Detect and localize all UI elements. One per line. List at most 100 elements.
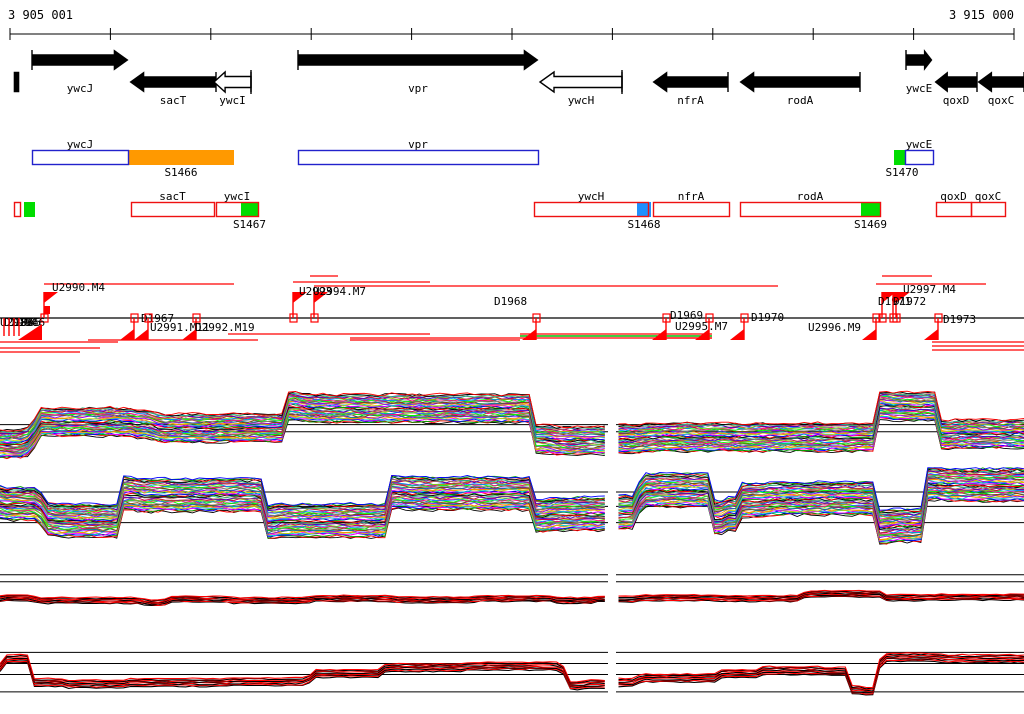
gene-arrow[interactable] bbox=[934, 71, 978, 93]
site-label: S1469 bbox=[854, 218, 887, 231]
plot-trace bbox=[618, 405, 1024, 442]
transcript-feature-track[interactable]: U2990.M4D1967U2991.M11D2992.M19U2993U299… bbox=[0, 272, 1024, 354]
gene-arrow[interactable] bbox=[129, 71, 217, 93]
plot-trace bbox=[0, 398, 605, 441]
cds-track-forward[interactable]: ywcJ vpr ywcE S1466 S1470 bbox=[0, 138, 1024, 186]
plot-trace bbox=[618, 654, 1024, 691]
plot-trace bbox=[0, 657, 605, 686]
feature-anchor[interactable] bbox=[740, 313, 749, 323]
cds-box[interactable] bbox=[739, 201, 882, 218]
feature-anchor[interactable] bbox=[310, 313, 319, 323]
feature-flag[interactable] bbox=[695, 329, 709, 340]
cds-box[interactable] bbox=[904, 149, 935, 166]
plot-trace bbox=[618, 492, 1024, 538]
site-marker[interactable] bbox=[861, 202, 880, 217]
gene-arrow[interactable] bbox=[31, 49, 129, 71]
feature-flag[interactable] bbox=[314, 292, 328, 303]
plot-trace bbox=[0, 597, 605, 605]
feature-flag[interactable] bbox=[924, 329, 938, 340]
plot-trace bbox=[0, 501, 605, 534]
cds-box[interactable] bbox=[215, 201, 260, 218]
plot-trace bbox=[618, 489, 1024, 537]
plot-trace bbox=[0, 486, 605, 518]
gene-arrow[interactable] bbox=[739, 71, 861, 93]
gene-label: ywcI bbox=[219, 94, 246, 107]
site-marker[interactable] bbox=[128, 150, 234, 165]
cds-box[interactable] bbox=[935, 201, 973, 218]
feature-flag[interactable] bbox=[652, 329, 666, 340]
feature-flag[interactable] bbox=[134, 329, 148, 340]
feature-label: D1964 bbox=[4, 316, 37, 329]
cds-track-reverse[interactable]: sacT ywcI ywcH nfrA rodA qoxD qoxC S1467 S1468 S1… bbox=[0, 190, 1024, 238]
gene-label: qoxD bbox=[943, 94, 970, 107]
feature-flag[interactable] bbox=[293, 292, 307, 303]
feature-anchor[interactable] bbox=[532, 313, 541, 323]
site-marker[interactable] bbox=[241, 202, 258, 217]
feature-anchor[interactable] bbox=[144, 313, 153, 323]
feature-anchor[interactable] bbox=[130, 313, 139, 323]
gene-arrow[interactable] bbox=[13, 71, 20, 93]
gene-arrow[interactable] bbox=[297, 49, 539, 71]
feature-anchor[interactable] bbox=[878, 313, 887, 323]
feature-flag[interactable] bbox=[44, 292, 58, 303]
feature-anchor[interactable] bbox=[872, 313, 881, 323]
plot-trace bbox=[618, 653, 1024, 690]
site-marker[interactable] bbox=[637, 202, 651, 217]
expression-plot-panel-3[interactable] bbox=[0, 565, 1024, 635]
gene-arrow-track[interactable]: ywcJ sacT ywcI vpr ywcH nfrA rodA ywcE qoxD qoxC bbox=[0, 44, 1024, 128]
feature-anchor[interactable] bbox=[705, 313, 714, 323]
gene-arrow[interactable] bbox=[212, 70, 252, 94]
feature-flag[interactable] bbox=[522, 329, 536, 340]
cds-box[interactable] bbox=[297, 149, 540, 166]
feature-label: D1968 bbox=[494, 295, 527, 308]
feature-flag[interactable] bbox=[120, 329, 134, 340]
coordinate-ruler[interactable] bbox=[0, 26, 1024, 42]
feature-anchor[interactable] bbox=[289, 313, 298, 323]
gene-arrow[interactable] bbox=[905, 49, 933, 71]
feature-flag[interactable] bbox=[182, 329, 196, 340]
feature-flag[interactable] bbox=[893, 292, 907, 303]
start-coordinate-label: 3 905 001 bbox=[8, 8, 74, 22]
feature-anchor[interactable] bbox=[889, 313, 898, 323]
plot-trace bbox=[0, 659, 605, 688]
plot-trace bbox=[618, 660, 1024, 696]
plot-trace bbox=[618, 390, 1024, 427]
site-marker[interactable] bbox=[894, 150, 906, 165]
feature-flag[interactable] bbox=[44, 306, 50, 314]
cds-box[interactable] bbox=[13, 201, 22, 218]
feature-label: D1972 bbox=[893, 295, 926, 308]
cds-box[interactable] bbox=[652, 201, 731, 218]
cds-box[interactable] bbox=[130, 201, 216, 218]
plot-trace bbox=[0, 390, 605, 432]
cds-label: ywcJ bbox=[67, 138, 94, 151]
cds-box[interactable] bbox=[970, 201, 1007, 218]
feature-anchor[interactable] bbox=[662, 313, 671, 323]
expression-plot-panel-1[interactable] bbox=[0, 385, 1024, 475]
gene-arrow[interactable] bbox=[977, 71, 1024, 93]
expression-plot-panel-2[interactable] bbox=[0, 465, 1024, 555]
feature-anchor[interactable] bbox=[934, 313, 943, 323]
site-marker[interactable] bbox=[24, 202, 35, 217]
gene-arrow[interactable] bbox=[538, 70, 623, 94]
plot-trace bbox=[0, 419, 605, 458]
feature-label: U2997.M4 bbox=[903, 283, 956, 296]
gene-label: ywcE bbox=[906, 82, 933, 95]
gene-label: rodA bbox=[787, 94, 814, 107]
site-label: S1470 bbox=[885, 166, 918, 179]
feature-flag[interactable] bbox=[18, 324, 42, 340]
plot-trace bbox=[0, 417, 605, 458]
feature-label: U2990.M4 bbox=[52, 281, 105, 294]
feature-flag[interactable] bbox=[862, 329, 876, 340]
feature-anchor[interactable] bbox=[192, 313, 201, 323]
gene-arrow[interactable] bbox=[652, 71, 729, 93]
plot-trace bbox=[0, 475, 605, 507]
cds-box[interactable] bbox=[533, 201, 650, 218]
plot-trace bbox=[0, 654, 605, 684]
feature-flag[interactable] bbox=[730, 329, 744, 340]
cds-box[interactable] bbox=[31, 149, 130, 166]
expression-plot-panel-4[interactable] bbox=[0, 635, 1024, 714]
plot-trace bbox=[0, 506, 605, 539]
plot-trace bbox=[618, 593, 1024, 600]
plot-trace bbox=[618, 413, 1024, 451]
